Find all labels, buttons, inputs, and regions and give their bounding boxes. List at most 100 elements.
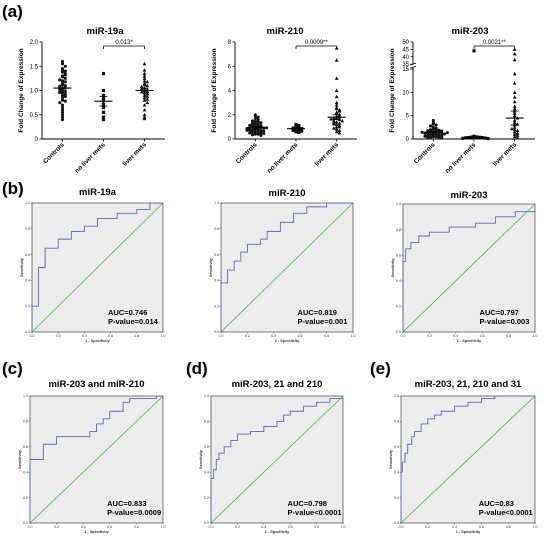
data-point [294, 122, 298, 127]
y-tick-label: 1.0 [30, 89, 39, 95]
data-point [259, 121, 263, 125]
x-tick-label: 1.0 [351, 334, 356, 338]
y-tick-label: 40 [402, 55, 409, 61]
y-tick-label: 0.4 [396, 279, 401, 283]
y-tick-label: 1.0 [25, 201, 30, 205]
y-tick-label: 0.6 [23, 445, 28, 449]
roc-chart-3: miR-203 0.00.0 0.2 0.2 0.4 0.4 0.6 0.6 0.8 0.8 1.0… [391, 190, 538, 343]
x-tick-label: 0.6 [107, 525, 112, 529]
data-point [142, 93, 147, 97]
y-tick-label: 0.8 [214, 227, 219, 231]
data-point [259, 128, 263, 133]
data-point [297, 125, 301, 130]
chart-title: miR-19a [87, 26, 125, 37]
y-tick-label: 0.4 [23, 470, 28, 474]
y-tick-label: 1.5 [30, 64, 39, 70]
y-axis-label: Fold Change of Expression [211, 48, 218, 132]
chart-title: miR-210 [267, 26, 304, 37]
data-point [472, 49, 476, 53]
data-point [512, 51, 517, 56]
data-point [426, 133, 430, 137]
x-axis-label: 1 - Specificity [85, 339, 110, 343]
x-tick-label: 0.0 [28, 525, 33, 529]
x-tick-label: 0.6 [298, 334, 303, 338]
data-point [60, 79, 65, 83]
data-point [297, 128, 301, 132]
y-tick-label: 0.2 [204, 496, 209, 500]
y-tick-label: 0.0 [394, 521, 399, 525]
y-tick-label: 1.0 [204, 394, 209, 398]
roc-curve [400, 395, 535, 523]
reference-line [402, 203, 536, 333]
data-point [250, 130, 255, 134]
data-point [512, 132, 517, 136]
data-point [60, 110, 65, 114]
data-point [60, 105, 65, 110]
chart-title: miR-210 [269, 188, 306, 199]
data-point [334, 122, 339, 126]
series-controls [420, 118, 449, 140]
y-tick-label: 0.6 [25, 253, 30, 257]
reference-line [29, 395, 164, 524]
data-point [101, 71, 106, 76]
data-point [253, 122, 257, 126]
data-point [512, 125, 517, 129]
chart-title: miR-203 [451, 190, 488, 201]
chart-title: miR-203 [452, 26, 489, 37]
x-tick-label: Controls [413, 141, 437, 165]
series-controls [245, 113, 269, 137]
data-point [300, 129, 304, 133]
roc-curve [31, 202, 163, 332]
data-point [297, 130, 301, 134]
data-point [256, 132, 260, 136]
x-tick-label: 0.8 [506, 525, 511, 529]
x-tick-label: 1.0 [341, 525, 346, 529]
data-point [512, 47, 517, 51]
y-tick-label: 45 [402, 47, 409, 53]
reference-line [31, 202, 164, 333]
data-point [63, 80, 67, 84]
data-point [142, 98, 147, 102]
y-axis-label: Sensitivity [199, 449, 203, 469]
data-point [262, 129, 266, 133]
x-tick-label: 0.2 [235, 525, 240, 529]
y-tick-label: 0.2 [396, 305, 401, 309]
data-point [442, 132, 447, 136]
data-point [331, 121, 336, 126]
data-point [512, 127, 517, 132]
y-tick-label: 0.4 [25, 279, 30, 283]
data-point [337, 124, 342, 129]
y-tick-label: 4 [228, 89, 232, 95]
x-tick-label: 0.4 [81, 525, 86, 529]
data-point [512, 90, 517, 94]
data-point [58, 87, 62, 92]
x-tick-label: 0.8 [314, 525, 319, 529]
data-point [264, 126, 269, 130]
data-point [472, 135, 476, 139]
data-point [297, 124, 301, 128]
data-point [256, 115, 260, 119]
x-tick-label: 0.2 [56, 334, 61, 338]
data-point [512, 106, 517, 111]
x-tick-label: no liver mets [74, 141, 108, 175]
data-point [337, 121, 342, 125]
y-tick-label: 2 [228, 113, 232, 119]
dotplot-2: miR-210 Fold Change of Expression 0 2 4 6 8 Con… [211, 26, 357, 175]
p-value-label: P-value=0.014 [108, 317, 159, 326]
data-point [142, 82, 147, 87]
y-tick-label: 0.8 [396, 228, 401, 232]
roc-curve [402, 211, 535, 332]
data-point [461, 136, 465, 140]
data-point [512, 95, 517, 99]
y-tick-label: 2.0 [30, 40, 39, 46]
y-tick-label: 15 [402, 67, 409, 73]
data-point [139, 87, 144, 91]
data-point [101, 93, 106, 97]
data-point [58, 85, 62, 89]
data-point [101, 110, 106, 114]
data-point [334, 94, 339, 99]
y-tick-label: 0.8 [23, 420, 28, 424]
data-point [431, 122, 435, 126]
data-point [515, 133, 520, 137]
